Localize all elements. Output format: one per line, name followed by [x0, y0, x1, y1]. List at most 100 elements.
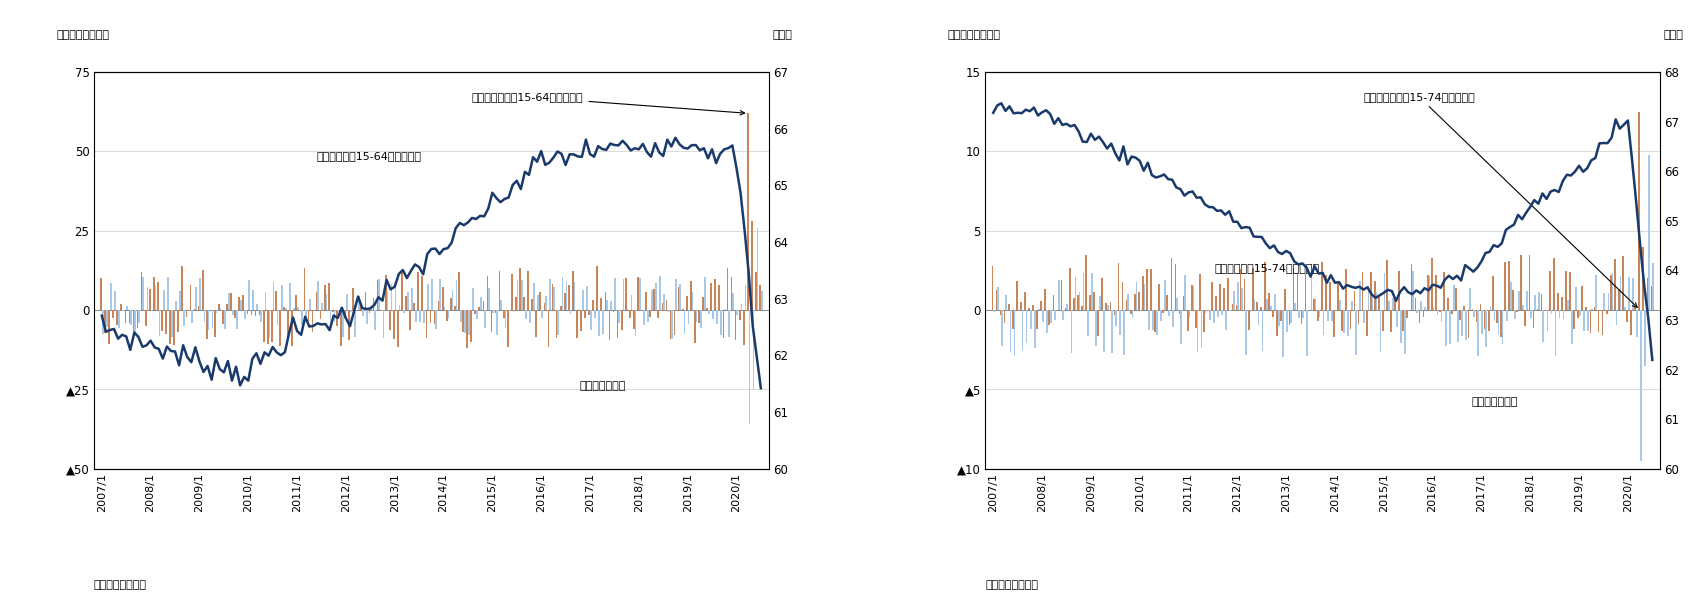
Bar: [1097, 310, 1098, 336]
Bar: [1391, 299, 1393, 310]
Bar: [1190, 285, 1192, 310]
Bar: [364, 291, 366, 310]
Bar: [1568, 272, 1570, 310]
Bar: [1628, 277, 1630, 310]
Bar: [175, 301, 177, 310]
Bar: [1131, 310, 1132, 319]
Bar: [1185, 275, 1187, 310]
Bar: [501, 300, 502, 310]
Bar: [480, 297, 482, 310]
Bar: [301, 310, 303, 325]
Bar: [1490, 305, 1492, 310]
Bar: [1485, 310, 1487, 347]
Bar: [1201, 310, 1202, 349]
Bar: [378, 279, 380, 310]
Bar: [1468, 310, 1470, 338]
Bar: [1192, 286, 1194, 310]
Text: （前月差、万人）: （前月差、万人）: [56, 31, 109, 40]
Bar: [610, 301, 611, 310]
Bar: [1001, 310, 1003, 346]
Bar: [1032, 305, 1034, 310]
Bar: [1024, 292, 1025, 310]
Bar: [1562, 297, 1563, 310]
Bar: [1344, 310, 1345, 334]
Bar: [514, 297, 516, 310]
Bar: [1095, 310, 1097, 346]
Bar: [1620, 276, 1621, 310]
Bar: [553, 287, 555, 310]
Bar: [1294, 303, 1296, 310]
Bar: [727, 268, 729, 310]
Bar: [671, 310, 673, 338]
Bar: [133, 310, 135, 339]
Bar: [358, 296, 359, 310]
Bar: [509, 310, 511, 311]
Bar: [1553, 258, 1555, 310]
Bar: [1199, 274, 1201, 310]
Bar: [226, 304, 228, 310]
Bar: [683, 310, 685, 334]
Bar: [525, 310, 526, 319]
Bar: [741, 304, 743, 310]
Bar: [1543, 310, 1545, 342]
Bar: [1606, 310, 1608, 314]
Bar: [1209, 310, 1211, 320]
Bar: [662, 294, 664, 310]
Bar: [1347, 310, 1349, 336]
Bar: [1502, 310, 1504, 344]
Bar: [1042, 310, 1044, 322]
Bar: [679, 284, 681, 310]
Bar: [249, 280, 250, 310]
Bar: [1223, 288, 1224, 310]
Bar: [1092, 273, 1093, 310]
Bar: [116, 310, 118, 326]
Bar: [1585, 307, 1587, 310]
Bar: [1597, 310, 1599, 332]
Bar: [194, 309, 196, 310]
Bar: [1436, 275, 1437, 310]
Bar: [1255, 302, 1259, 310]
Bar: [502, 310, 504, 318]
Bar: [1138, 291, 1139, 310]
Bar: [416, 310, 417, 322]
Bar: [208, 310, 209, 330]
Bar: [569, 310, 572, 314]
Bar: [472, 287, 473, 310]
Bar: [1461, 310, 1463, 337]
Bar: [659, 276, 661, 310]
Bar: [557, 310, 559, 335]
Bar: [261, 310, 262, 322]
Bar: [1400, 310, 1402, 343]
Bar: [143, 277, 145, 310]
Bar: [203, 310, 206, 322]
Bar: [1441, 310, 1442, 322]
Bar: [1376, 292, 1378, 310]
Bar: [734, 310, 736, 340]
Bar: [388, 310, 390, 330]
Bar: [145, 310, 146, 326]
Bar: [707, 308, 708, 310]
Bar: [582, 290, 584, 310]
Bar: [751, 221, 753, 310]
Bar: [1471, 308, 1473, 310]
Bar: [320, 310, 322, 319]
Bar: [1296, 273, 1298, 310]
Bar: [456, 280, 458, 310]
Bar: [1362, 272, 1364, 310]
Bar: [996, 290, 998, 310]
Bar: [1204, 310, 1206, 313]
Bar: [1415, 299, 1417, 310]
Bar: [361, 305, 363, 310]
Bar: [1555, 310, 1557, 356]
Bar: [645, 292, 647, 310]
Bar: [1241, 288, 1243, 310]
Bar: [383, 310, 385, 338]
Bar: [460, 310, 462, 322]
Bar: [232, 310, 233, 315]
Bar: [702, 297, 703, 310]
Bar: [1248, 310, 1250, 331]
Bar: [490, 310, 492, 332]
Bar: [1614, 258, 1616, 310]
Bar: [1488, 310, 1490, 332]
Bar: [565, 281, 567, 310]
